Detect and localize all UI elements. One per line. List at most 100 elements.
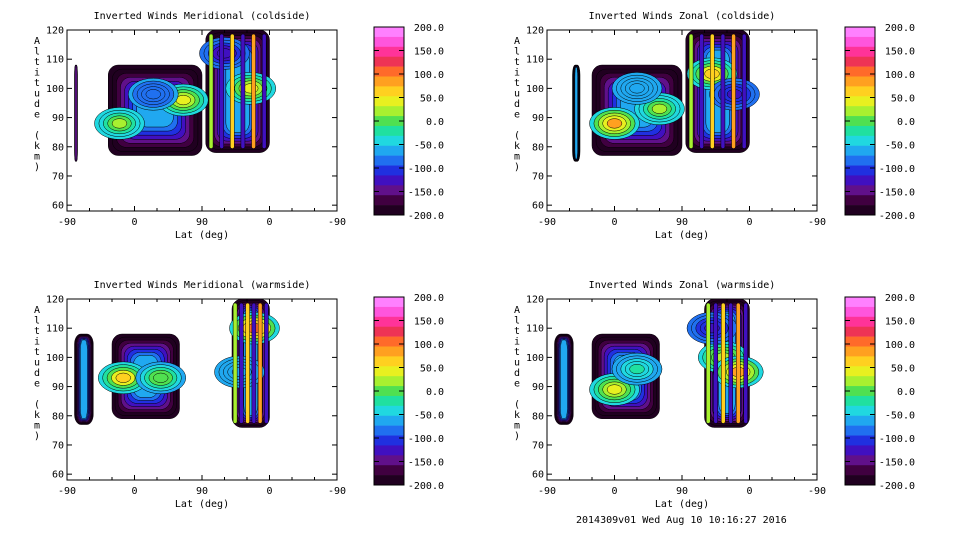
colorbar-swatch bbox=[845, 27, 875, 38]
contour-streak bbox=[721, 302, 726, 424]
colorbar-tick-label: 100.0 bbox=[885, 70, 915, 81]
y-tick-label: 60 bbox=[532, 470, 544, 481]
x-tick-label: 0 bbox=[611, 217, 617, 228]
colorbar-swatch bbox=[374, 125, 404, 137]
colorbar-swatch bbox=[845, 455, 875, 466]
colorbar-swatch bbox=[845, 435, 875, 446]
contour-streak bbox=[706, 302, 711, 424]
colorbar-tick-label: 0.0 bbox=[426, 117, 444, 128]
colorbar-tick-label: 50.0 bbox=[420, 364, 444, 375]
plot-area bbox=[546, 298, 818, 481]
colorbar-swatch bbox=[374, 56, 404, 67]
colorbar-tick-label: 0.0 bbox=[897, 117, 915, 128]
colorbar-swatch bbox=[845, 425, 875, 436]
x-axis-label: Lat (deg) bbox=[175, 499, 229, 510]
colorbar-swatch bbox=[374, 455, 404, 466]
contour-streak bbox=[251, 33, 256, 149]
contour-streak bbox=[720, 33, 726, 149]
y-tick-label: 100 bbox=[46, 84, 64, 95]
colorbar-swatch bbox=[845, 56, 875, 67]
colorbar-swatch bbox=[845, 366, 875, 377]
contour-feature bbox=[629, 364, 645, 375]
x-tick-label: 0 bbox=[131, 486, 137, 497]
contour-streak bbox=[743, 302, 748, 424]
contour-feature bbox=[651, 103, 668, 114]
colorbar-swatch bbox=[374, 376, 404, 387]
colorbar-swatch bbox=[845, 386, 875, 397]
figure-footer: 2014309v01 Wed Aug 10 10:16:27 2016 bbox=[576, 515, 787, 526]
contour-band bbox=[574, 67, 578, 160]
colorbar-tick-label: -100.0 bbox=[408, 164, 444, 175]
colorbar-swatch bbox=[845, 36, 875, 48]
colorbar-tick-label: -200.0 bbox=[879, 211, 915, 222]
colorbar-swatch bbox=[374, 316, 404, 327]
y-tick-label: 90 bbox=[532, 113, 544, 124]
colorbar-tick-label: -50.0 bbox=[885, 411, 915, 422]
contour-streak bbox=[688, 33, 694, 149]
contour-streak bbox=[264, 302, 269, 424]
colorbar: 200.0 150.0 100.0 50.0 0.0 -50.0 -100.0 -150.0 -… bbox=[373, 293, 444, 492]
colorbar-swatch bbox=[845, 145, 875, 156]
contour-field bbox=[554, 299, 764, 428]
colorbar-swatch bbox=[374, 465, 404, 476]
panel-title: Inverted Winds Zonal (coldside) bbox=[589, 11, 776, 22]
colorbar-swatch bbox=[845, 297, 875, 308]
colorbar-tick-label: 50.0 bbox=[891, 94, 915, 105]
contour-feature bbox=[216, 48, 233, 59]
colorbar-swatch bbox=[845, 405, 875, 417]
panel-title: Inverted Winds Meridional (warmside) bbox=[94, 280, 311, 291]
x-tick-label: 0 bbox=[746, 486, 752, 497]
contour-field bbox=[74, 299, 280, 428]
colorbar-tick-label: 100.0 bbox=[885, 340, 915, 351]
colorbar-tick-label: -50.0 bbox=[414, 141, 444, 152]
colorbar-tick-label: -100.0 bbox=[879, 164, 915, 175]
contour-field bbox=[572, 30, 760, 162]
colorbar-tick-label: -150.0 bbox=[408, 458, 444, 469]
colorbar-swatch bbox=[845, 96, 875, 107]
colorbar-swatch bbox=[845, 326, 875, 337]
colorbar-tick-label: 200.0 bbox=[885, 293, 915, 304]
y-tick-label: 70 bbox=[532, 171, 544, 182]
x-tick-label: 90 bbox=[196, 217, 208, 228]
colorbar-swatch bbox=[374, 435, 404, 446]
colorbar-swatch bbox=[374, 145, 404, 156]
contour-feature bbox=[115, 372, 131, 383]
colorbar-tick-label: 150.0 bbox=[414, 47, 444, 58]
y-tick-label: 110 bbox=[46, 324, 64, 335]
colorbar-swatch bbox=[374, 306, 404, 318]
contour-band bbox=[560, 339, 568, 419]
colorbar-swatch bbox=[845, 445, 875, 456]
colorbar-swatch bbox=[374, 46, 404, 57]
colorbar-swatch bbox=[374, 195, 404, 206]
y-tick-label: 120 bbox=[526, 295, 544, 306]
x-tick-label: 90 bbox=[676, 486, 688, 497]
colorbar-tick-label: -50.0 bbox=[885, 141, 915, 152]
colorbar-swatch bbox=[374, 336, 404, 347]
x-tick-label: -90 bbox=[808, 486, 826, 497]
colorbar-swatch bbox=[374, 445, 404, 456]
y-tick-label: 70 bbox=[52, 171, 64, 182]
x-tick-label: -90 bbox=[538, 217, 556, 228]
contour-band bbox=[74, 65, 78, 162]
colorbar-swatch bbox=[845, 395, 875, 407]
colorbar-tick-label: 200.0 bbox=[885, 23, 915, 34]
colorbar-swatch bbox=[374, 405, 404, 417]
y-tick-label: 100 bbox=[526, 84, 544, 95]
contour-feature bbox=[111, 118, 128, 129]
contour-feature bbox=[606, 118, 623, 129]
colorbar-swatch bbox=[374, 386, 404, 397]
x-tick-label: 0 bbox=[611, 486, 617, 497]
colorbar: 200.0 150.0 100.0 50.0 0.0 -50.0 -100.0 -150.0 -… bbox=[373, 23, 444, 222]
colorbar-swatch bbox=[374, 346, 404, 357]
panel-2: Inverted Winds Zonal (coldside) -90 0 90 0 -9… bbox=[514, 11, 915, 241]
colorbar-swatch bbox=[845, 376, 875, 387]
contour-field bbox=[74, 30, 276, 162]
colorbar-swatch bbox=[845, 155, 875, 166]
colorbar-swatch bbox=[374, 475, 404, 486]
colorbar-swatch bbox=[374, 135, 404, 147]
y-tick-label: 80 bbox=[52, 411, 64, 422]
y-tick-label: 60 bbox=[52, 470, 64, 481]
colorbar-swatch bbox=[845, 185, 875, 196]
